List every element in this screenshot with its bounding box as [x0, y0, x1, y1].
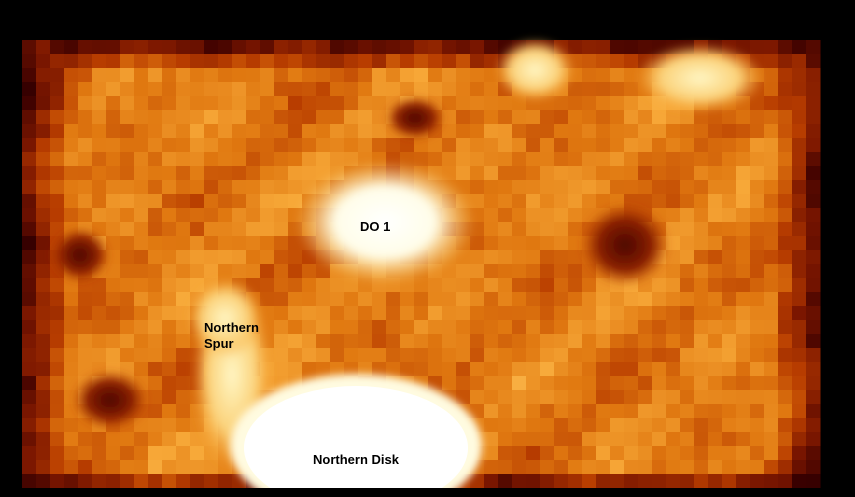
northern-disk-label: Northern Disk — [313, 452, 399, 467]
dark-spot-sw — [72, 370, 148, 430]
dark-spot-west — [50, 227, 110, 283]
dark-spot-east — [580, 203, 670, 287]
north-bright-region — [495, 38, 575, 102]
ne-bright-region — [635, 43, 765, 113]
dark-spot-north — [385, 96, 445, 140]
spur-upper-glow — [187, 278, 263, 358]
bright-regions — [50, 38, 765, 470]
do1-label: DO 1 — [360, 219, 391, 234]
do1-bright-region — [295, 160, 475, 284]
northern-disk-region — [230, 374, 482, 497]
northern-spur-label: Northern Spur — [204, 320, 259, 351]
